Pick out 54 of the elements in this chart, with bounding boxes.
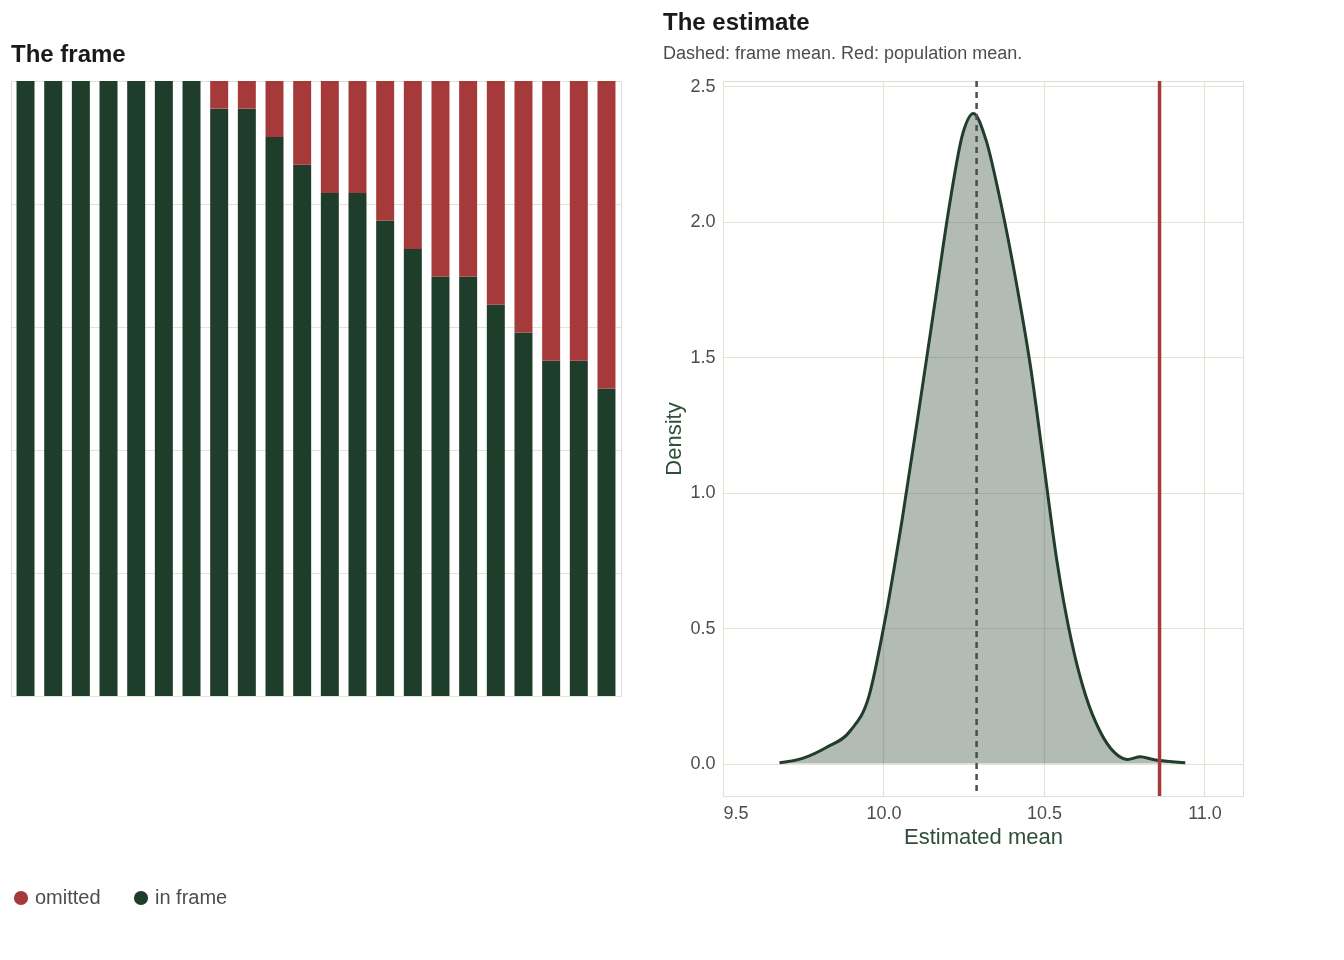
chart-subtitle: Dashed: frame mean. Red: population mean. [662,43,1023,64]
bar [320,192,339,696]
bar [459,81,478,277]
bar [348,81,367,193]
y-tick-label: 2.5 [690,75,716,96]
bar [597,81,616,389]
bar [542,81,561,361]
y-tick-label: 2.0 [690,211,716,232]
bar [127,81,146,696]
bar [542,360,561,696]
bar [403,81,422,249]
legend-label: in frame [155,886,228,908]
bar [431,81,450,277]
x-axis-title: Estimated mean [904,823,1063,849]
bar [486,304,505,696]
bar [293,81,312,165]
bar [569,360,588,696]
bar [376,81,395,221]
y-axis-title: Density [661,402,687,476]
bar [320,81,339,193]
x-tick-label: 9.5 [723,802,749,823]
bar [486,81,505,305]
bar [99,81,118,696]
bar [403,248,422,696]
y-tick-label: 1.5 [690,346,716,367]
bar [514,81,533,333]
bar [376,220,395,696]
bar [237,81,256,109]
y-tick-label: 0.0 [690,753,716,773]
bar [459,276,478,696]
x-tick-label: 11.0 [1188,802,1222,823]
legend-label: omitted [35,886,101,908]
x-tick-label: 10.0 [866,802,902,823]
chart-title: The frame [11,40,126,67]
bar [431,276,450,696]
bar [210,108,229,696]
bar [293,164,312,696]
bar [237,108,256,696]
bar [210,81,229,109]
bar [16,81,35,696]
bar [154,81,173,696]
bar [71,81,90,696]
y-tick-label: 1.0 [690,482,716,503]
bar [569,81,588,361]
bar [597,388,616,696]
x-tick-label: 10.5 [1026,802,1063,823]
chart-title: The estimate [662,8,810,36]
bar [182,81,201,696]
bar [265,136,284,696]
bar [44,81,63,696]
y-tick-label: 0.5 [690,617,716,638]
bar [265,81,284,137]
bar [348,192,367,696]
bar [514,332,533,696]
